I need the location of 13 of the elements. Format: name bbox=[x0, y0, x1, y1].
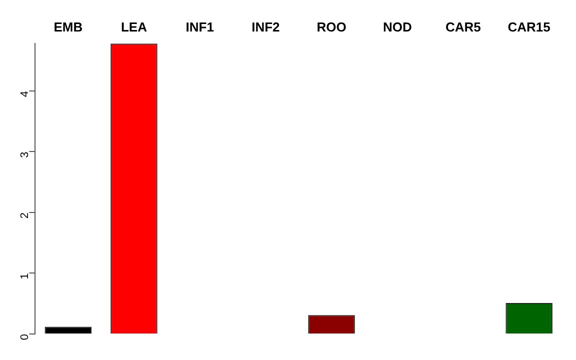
x-tick-label: LEA bbox=[120, 19, 148, 34]
x-tick-label: ROO bbox=[316, 19, 346, 34]
x-tick-label: CAR5 bbox=[446, 19, 481, 34]
y-tick-label: 1 bbox=[19, 273, 32, 280]
y-tick-label: 4 bbox=[19, 90, 32, 98]
y-tick-label: 0 bbox=[19, 334, 32, 340]
x-tick-label: CAR15 bbox=[508, 19, 550, 34]
y-tick-label: 3 bbox=[19, 152, 32, 158]
x-tick-label: INF1 bbox=[186, 19, 214, 34]
x-tick-label: NOD bbox=[382, 19, 412, 34]
y-tick-label: 2 bbox=[19, 212, 32, 219]
x-tick-label: EMB bbox=[54, 19, 83, 34]
x-tick-label: INF2 bbox=[252, 19, 280, 34]
